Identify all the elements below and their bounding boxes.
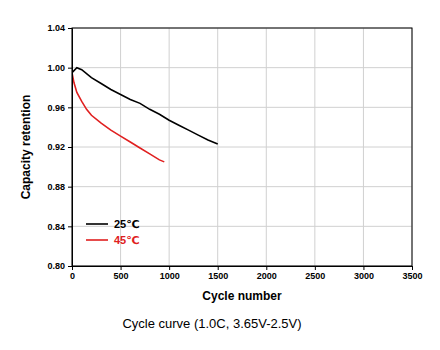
tick-mark (68, 147, 72, 148)
tick-label: 0.80 (47, 261, 65, 271)
grid-line (72, 107, 412, 108)
legend-item: 25℃ (86, 218, 140, 230)
x-axis: 0 500 1000 1500 2000 2500 3000 3500 (70, 266, 423, 281)
tick-label: 2000 (257, 271, 277, 281)
tick: 0.80 (47, 261, 72, 271)
legend: 25℃45℃ (86, 218, 140, 246)
grid-line (72, 186, 412, 187)
tick-mark (412, 266, 413, 270)
series-line (72, 73, 164, 162)
tick: 1500 (208, 266, 228, 281)
grid (72, 28, 412, 266)
plot: 0 500 1000 1500 2000 2500 3000 3500 0.80 0.84 0.88… (47, 23, 422, 281)
tick-label: 0.96 (47, 103, 65, 113)
tick-label: 3500 (402, 271, 422, 281)
legend-label: 45℃ (114, 234, 140, 246)
tick-label: 1000 (160, 271, 180, 281)
tick-mark (68, 187, 72, 188)
series-line (72, 68, 218, 144)
title: Cycle curve (1.0C, 3.65V-2.5V) (122, 316, 301, 331)
tick: 2500 (305, 266, 325, 281)
tick-mark (169, 266, 170, 270)
axis-line (73, 267, 413, 271)
tick: 3500 (402, 266, 422, 281)
tick: 0.96 (47, 103, 72, 113)
tick-mark (68, 68, 72, 69)
tick-mark (315, 266, 316, 270)
tick-label: 2500 (305, 271, 325, 281)
tick-mark (68, 28, 72, 29)
legend-label: 25℃ (114, 218, 140, 230)
tick-mark (121, 266, 122, 270)
tick-mark (363, 266, 364, 270)
legend-swatch (86, 239, 108, 241)
legend-item: 45℃ (86, 234, 140, 246)
tick-label: 0.84 (47, 222, 65, 232)
y-axis-title: Capacity retention (19, 95, 33, 200)
tick-mark (68, 107, 72, 108)
tick-label: 0 (70, 271, 75, 281)
tick-label: 0.88 (47, 182, 65, 192)
tick: 0.92 (47, 142, 72, 152)
tick-mark (68, 266, 72, 267)
series-group (72, 68, 218, 162)
tick-label: 1500 (208, 271, 228, 281)
tick-mark (68, 226, 72, 227)
grid-line (72, 67, 412, 68)
y-axis: 0.80 0.84 0.88 0.92 0.96 1.00 1.04 (47, 23, 72, 271)
frame (72, 28, 412, 266)
tick: 1.04 (47, 23, 72, 33)
grid-line (72, 147, 412, 148)
tick-label: 0.92 (47, 142, 65, 152)
tick-label: 3000 (354, 271, 374, 281)
tick: 0.84 (47, 222, 72, 232)
tick-label: 1.00 (47, 63, 65, 73)
tick: 1.00 (47, 63, 72, 73)
tick-label: 1.04 (47, 23, 65, 33)
tick-mark (218, 266, 219, 270)
tick-mark (266, 266, 267, 270)
tick: 3000 (354, 266, 374, 281)
tick: 1000 (160, 266, 180, 281)
chart: 0 500 1000 1500 2000 2500 3000 3500 0.80 0.84 0.88… (0, 0, 440, 350)
tick-label: 500 (114, 271, 129, 281)
axis-line (68, 29, 73, 267)
legend-swatch (86, 223, 108, 225)
tick: 2000 (257, 266, 277, 281)
tick: 500 (114, 266, 129, 281)
x-axis-title: Cycle number (202, 289, 282, 303)
tick: 0 (70, 266, 75, 281)
tick: 0.88 (47, 182, 72, 192)
